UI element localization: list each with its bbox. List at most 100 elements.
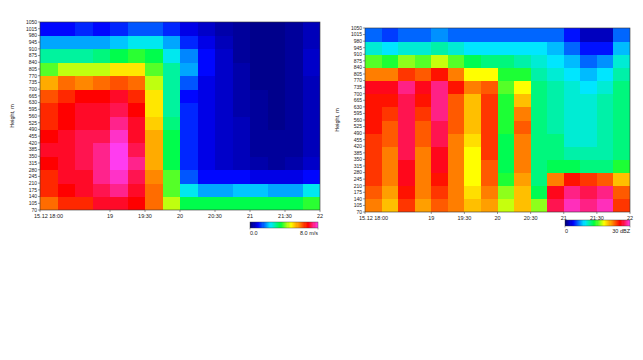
cell bbox=[198, 49, 216, 63]
cell bbox=[564, 28, 581, 42]
cell bbox=[531, 120, 548, 134]
x-tick bbox=[497, 212, 498, 214]
cell bbox=[415, 54, 432, 68]
x-tick-label: 19 bbox=[107, 213, 113, 219]
cell bbox=[145, 49, 163, 63]
cell bbox=[93, 143, 111, 157]
cell bbox=[128, 170, 146, 184]
cell bbox=[415, 186, 432, 200]
cell bbox=[128, 197, 146, 210]
y-tick bbox=[38, 42, 40, 43]
x-tick bbox=[630, 212, 631, 214]
cell bbox=[431, 173, 448, 187]
cell bbox=[198, 22, 216, 36]
cell bbox=[285, 22, 303, 36]
y-tick-label: 525 bbox=[354, 123, 363, 129]
y-tick bbox=[38, 69, 40, 70]
cell bbox=[303, 22, 321, 36]
cell bbox=[464, 146, 481, 160]
cell bbox=[215, 197, 233, 210]
cell bbox=[431, 186, 448, 200]
cell bbox=[398, 173, 415, 187]
cell bbox=[481, 28, 498, 42]
y-tick bbox=[363, 172, 365, 173]
cell bbox=[514, 159, 531, 173]
cell bbox=[613, 81, 630, 95]
cell bbox=[564, 67, 581, 81]
cell bbox=[58, 183, 76, 197]
y-tick-label: 875 bbox=[29, 52, 38, 58]
cell bbox=[464, 173, 481, 187]
cell bbox=[481, 81, 498, 95]
cell bbox=[40, 183, 58, 197]
y-tick-label: 770 bbox=[354, 77, 363, 83]
y-tick-label: 560 bbox=[354, 117, 363, 123]
cell bbox=[58, 129, 76, 143]
cell bbox=[382, 133, 399, 147]
cell bbox=[128, 143, 146, 157]
cell bbox=[75, 62, 93, 76]
cell bbox=[40, 89, 58, 103]
cell bbox=[93, 129, 111, 143]
cell bbox=[180, 35, 198, 49]
cell bbox=[128, 35, 146, 49]
y-tick-label: 385 bbox=[29, 146, 38, 152]
cell bbox=[163, 22, 181, 36]
cell bbox=[613, 54, 630, 68]
y-tick bbox=[38, 109, 40, 110]
cell bbox=[128, 89, 146, 103]
cell bbox=[597, 28, 614, 42]
cell bbox=[233, 76, 251, 90]
cell bbox=[514, 94, 531, 108]
cell bbox=[431, 146, 448, 160]
x-tick bbox=[40, 210, 41, 212]
y-tick-label: 350 bbox=[29, 153, 38, 159]
cell bbox=[145, 22, 163, 36]
cell bbox=[145, 183, 163, 197]
cell bbox=[514, 54, 531, 68]
cell bbox=[580, 173, 597, 187]
y-tick-label: 280 bbox=[29, 167, 38, 173]
cell bbox=[564, 81, 581, 95]
cell bbox=[163, 183, 181, 197]
cell bbox=[110, 22, 128, 36]
y-tick bbox=[38, 129, 40, 130]
y-tick bbox=[363, 113, 365, 114]
cell bbox=[58, 116, 76, 130]
cell bbox=[75, 197, 93, 210]
cell bbox=[531, 28, 548, 42]
cell bbox=[580, 120, 597, 134]
y-tick bbox=[363, 192, 365, 193]
cell bbox=[498, 107, 515, 121]
cell bbox=[250, 129, 268, 143]
cell bbox=[180, 170, 198, 184]
x-tick bbox=[431, 212, 432, 214]
cell bbox=[498, 133, 515, 147]
cell bbox=[215, 116, 233, 130]
cell bbox=[233, 116, 251, 130]
cell bbox=[58, 89, 76, 103]
x-tick-label: 20:30 bbox=[208, 213, 222, 219]
y-tick bbox=[363, 179, 365, 180]
y-tick bbox=[38, 196, 40, 197]
cell bbox=[303, 197, 321, 210]
cell bbox=[233, 103, 251, 117]
cell bbox=[233, 197, 251, 210]
cell bbox=[268, 170, 286, 184]
cell bbox=[498, 94, 515, 108]
y-tick-label: 1015 bbox=[26, 26, 37, 32]
cell bbox=[498, 41, 515, 55]
y-tick bbox=[38, 210, 40, 211]
cell bbox=[180, 156, 198, 170]
cell bbox=[180, 183, 198, 197]
cell bbox=[531, 159, 548, 173]
cell bbox=[431, 107, 448, 121]
cell bbox=[547, 120, 564, 134]
cell bbox=[145, 62, 163, 76]
cell bbox=[285, 76, 303, 90]
cell bbox=[613, 120, 630, 134]
y-tick bbox=[38, 176, 40, 177]
cell bbox=[268, 143, 286, 157]
cell bbox=[514, 120, 531, 134]
y-tick-label: 280 bbox=[354, 169, 363, 175]
